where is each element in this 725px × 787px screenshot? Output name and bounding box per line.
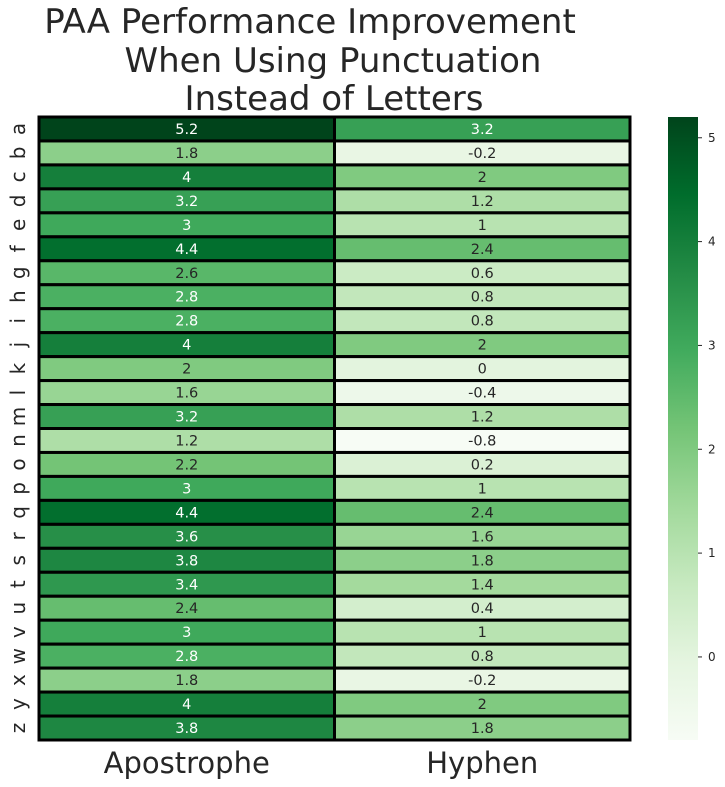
row-label-p: p [6, 482, 30, 495]
row-label-i: i [6, 318, 30, 324]
cell-value-label: 0 [478, 362, 487, 378]
cell-value-label: 2 [478, 170, 487, 186]
cell-value-label: 3 [182, 625, 191, 641]
row-label-g: g [6, 266, 30, 279]
colorbar-tick-label: 4 [708, 235, 716, 249]
cell-value-label: 0.8 [471, 649, 494, 665]
cell-value-label: 2 [478, 697, 487, 713]
cell-value-label: 1.8 [175, 673, 198, 689]
cell-value-label: 4 [182, 697, 191, 713]
row-label-y: y [6, 698, 30, 710]
colorbar-tick-label: 3 [708, 338, 716, 352]
cell-value-label: 2.6 [175, 266, 198, 282]
cell-value-label: 1.6 [471, 529, 494, 545]
cell-value-label: 3 [182, 481, 191, 497]
cell-value-label: 1.8 [471, 721, 494, 737]
row-label-z: z [6, 723, 30, 734]
row-label-f: f [6, 244, 30, 252]
cell-value-label: 2 [182, 362, 191, 378]
colorbar: 0 1 2 3 4 5 [668, 117, 716, 740]
row-label-r: r [6, 531, 30, 540]
cell-value-label: 2.8 [175, 314, 198, 330]
cell-value-label: 5.2 [175, 122, 198, 138]
colorbar-tick-label: 5 [708, 131, 716, 145]
cell-value-label: -0.2 [468, 146, 496, 162]
row-label-o: o [6, 458, 30, 470]
cell-value-label: 1.8 [175, 146, 198, 162]
cell-value-label: 1.4 [471, 577, 494, 593]
row-label-n: n [6, 434, 30, 447]
row-label-w: w [6, 648, 30, 664]
cell-value-label: 0.8 [471, 314, 494, 330]
cell-value-label: 2.2 [175, 457, 198, 473]
row-label-v: v [6, 626, 30, 638]
cell-value-label: 2.8 [175, 649, 198, 665]
row-label-e: e [6, 219, 30, 231]
cell-value-label: 0.2 [471, 457, 494, 473]
row-label-m: m [6, 407, 30, 426]
cell-value-label: 0.4 [471, 601, 494, 617]
row-label-c: c [6, 171, 30, 182]
cell-value-label: 3.2 [471, 122, 494, 138]
cell-value-label: 1.8 [471, 553, 494, 569]
cell-value-label: 3 [182, 218, 191, 234]
cell-value-label: 1.2 [471, 194, 494, 210]
row-label-b: b [6, 147, 30, 160]
row-label-d: d [6, 195, 30, 208]
row-label-k: k [6, 362, 30, 374]
cell-value-label: 1 [478, 481, 487, 497]
cell-value-label: 4.4 [175, 505, 198, 521]
cell-value-label: -0.8 [468, 433, 496, 449]
cell-value-label: 3.2 [175, 194, 198, 210]
chart-title-line-1: PAA Performance Improvement [44, 2, 576, 42]
colorbar-gradient [668, 117, 698, 740]
cell-value-label: 4.4 [175, 242, 198, 258]
cell-value-label: 3.8 [175, 721, 198, 737]
column-labels: Apostrophe Hyphen [104, 746, 539, 780]
heatmap-cells: 5.2 3.2 1.8 -0.2 4 2 3.2 1.2 3 1 4.4 2.4 2.6 0.6 2.8 0.… [37, 115, 632, 742]
cell-value-label: 3.4 [175, 577, 198, 593]
heatmap-cell-z-hyphen [333, 714, 632, 742]
cell-value-label: 2 [478, 338, 487, 354]
cell-value-label: 1.6 [175, 386, 198, 402]
cell-value-label: 1 [478, 625, 487, 641]
row-label-u: u [6, 602, 30, 615]
colorbar-tick-label: 1 [708, 546, 716, 560]
cell-value-label: -0.2 [468, 673, 496, 689]
chart-title-line-3: Instead of Letters [185, 79, 484, 119]
cell-value-label: 1 [478, 218, 487, 234]
colorbar-tick-label: 0 [708, 650, 716, 664]
cell-value-label: 4 [182, 338, 191, 354]
cell-value-label: -0.4 [468, 386, 496, 402]
row-label-x: x [6, 674, 30, 686]
cell-value-label: 2.8 [175, 290, 198, 306]
row-label-j: j [6, 342, 30, 349]
cell-value-label: 2.4 [471, 242, 494, 258]
cell-value-label: 0.8 [471, 290, 494, 306]
column-label-apostrophe: Apostrophe [104, 746, 270, 780]
row-label-t: t [6, 580, 30, 588]
cell-value-label: 3.6 [175, 529, 198, 545]
row-label-a: a [6, 123, 30, 135]
cell-value-label: 3.8 [175, 553, 198, 569]
cell-value-label: 1.2 [175, 433, 198, 449]
row-label-h: h [6, 290, 30, 303]
cell-value-label: 4 [182, 170, 191, 186]
row-label-q: q [6, 506, 30, 519]
colorbar-tick-label: 2 [708, 442, 716, 456]
chart-title-line-2: When Using Punctuation [125, 41, 542, 81]
cell-value-label: 2.4 [471, 505, 494, 521]
column-label-hyphen: Hyphen [426, 746, 538, 780]
cell-value-label: 1.2 [471, 410, 494, 426]
cell-value-label: 0.6 [471, 266, 494, 282]
row-label-s: s [6, 555, 30, 565]
chart-title: PAA Performance Improvement When Using P… [44, 2, 576, 119]
cell-value-label: 2.4 [175, 601, 198, 617]
cell-value-label: 3.2 [175, 410, 198, 426]
row-label-l: l [6, 390, 30, 396]
